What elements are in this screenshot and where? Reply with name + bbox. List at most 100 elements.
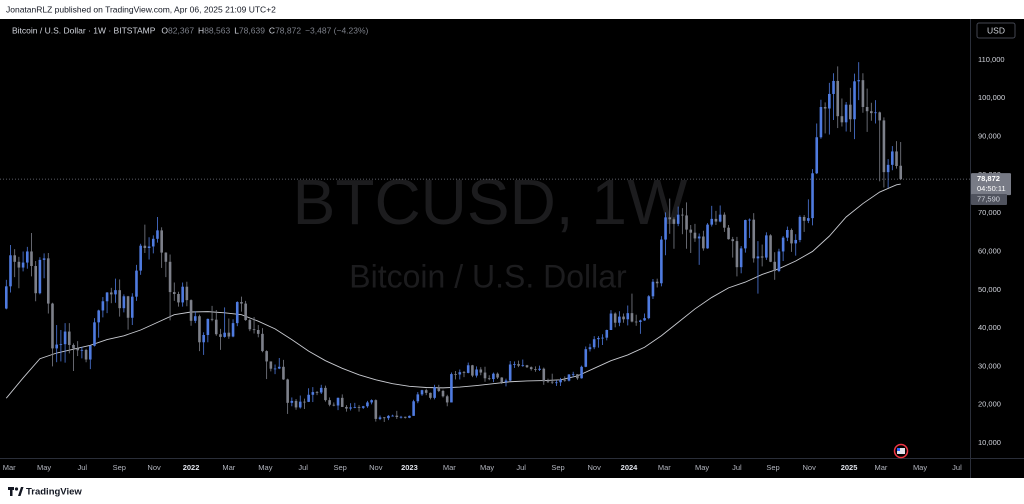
candle-body xyxy=(357,407,361,408)
candle-body xyxy=(836,80,840,117)
candle-body xyxy=(298,401,302,408)
candle-body xyxy=(51,303,54,349)
candle-body xyxy=(223,332,226,337)
event-icon[interactable] xyxy=(893,443,909,459)
candle-body xyxy=(324,387,327,401)
candle-body xyxy=(483,372,487,379)
candle-body xyxy=(93,322,96,346)
candle-body xyxy=(769,235,772,262)
candle-body xyxy=(80,349,84,351)
candle-body xyxy=(702,236,705,249)
candle-body xyxy=(815,137,819,174)
x-tick-label: Jul xyxy=(516,463,526,472)
candle-body xyxy=(151,238,155,247)
x-tick-label: Sep xyxy=(333,463,346,472)
logo-part xyxy=(14,487,19,491)
x-tick-label: Jul xyxy=(732,463,742,472)
candle-body xyxy=(361,406,365,408)
candle-body xyxy=(185,286,189,301)
candle-body xyxy=(370,400,373,403)
candle-body xyxy=(429,392,432,398)
candle-body xyxy=(786,229,789,238)
candle-body xyxy=(17,261,21,268)
candle-body xyxy=(21,262,25,268)
candle-body xyxy=(773,261,777,271)
candle-body xyxy=(592,339,596,348)
candle-body xyxy=(265,351,268,362)
candle-body xyxy=(853,81,856,120)
candle-body xyxy=(613,313,617,323)
event-icon-canton[interactable] xyxy=(897,448,900,451)
currency-label[interactable]: USD xyxy=(987,25,1005,35)
candle-body xyxy=(471,365,474,376)
y-tick-label: 70,000 xyxy=(978,208,1001,217)
y-tick-label: 30,000 xyxy=(978,361,1001,370)
candle-body xyxy=(504,380,508,383)
ohlc-value: 78,872 xyxy=(275,25,301,35)
candle-body xyxy=(807,218,810,221)
candle-body xyxy=(882,120,886,173)
candle-body xyxy=(67,331,71,345)
candle-body xyxy=(886,164,890,173)
plot-area xyxy=(0,62,970,422)
candle-body xyxy=(420,390,424,395)
candle-body xyxy=(109,292,113,295)
candle-body xyxy=(878,112,882,121)
ohlc-legend: O 82,367 H 88,563 L 78,639 C 78,872 −3,487 (−4.2… xyxy=(161,25,368,35)
x-tick-label: Nov xyxy=(588,463,602,472)
candle-body xyxy=(231,323,235,337)
candle-body xyxy=(714,218,718,222)
candle-body xyxy=(227,332,231,337)
candle-body xyxy=(685,215,688,230)
candle-body xyxy=(97,310,100,323)
candle-body xyxy=(584,349,588,367)
price-change: −3,487 (−4.23%) xyxy=(305,25,368,35)
candle-body xyxy=(277,366,281,369)
candle-body xyxy=(105,292,109,302)
candle-body xyxy=(811,173,814,219)
currency-button[interactable] xyxy=(976,22,1016,39)
candle-body xyxy=(689,229,693,233)
x-tick-label: May xyxy=(480,463,494,472)
candle-body xyxy=(118,290,121,309)
candle-body xyxy=(731,239,735,242)
x-tick-label: Sep xyxy=(113,463,126,472)
candle-body xyxy=(823,106,827,109)
candle-body xyxy=(202,334,205,343)
x-tick-label: Mar xyxy=(443,463,456,472)
candle-body xyxy=(462,372,466,373)
candle-body xyxy=(798,216,802,240)
x-tick-label: Mar xyxy=(222,463,235,472)
candle-body xyxy=(588,347,592,350)
candle-body xyxy=(748,219,751,221)
candle-body xyxy=(496,373,499,378)
candle-body xyxy=(639,320,642,322)
candle-body xyxy=(345,406,348,409)
y-tick-label: 20,000 xyxy=(978,400,1001,409)
candle-body xyxy=(739,248,743,268)
ohlc-key: L xyxy=(234,25,239,35)
candle-body xyxy=(240,302,243,304)
candle-body xyxy=(340,397,344,407)
candle-body xyxy=(382,417,386,419)
candle-body xyxy=(576,374,579,379)
event-icon-flag[interactable] xyxy=(897,448,905,454)
candle-body xyxy=(626,313,630,320)
candle-body xyxy=(214,319,218,335)
x-tick-label: May xyxy=(258,463,272,472)
candle-body xyxy=(156,230,159,239)
candle-body xyxy=(454,374,457,375)
candle-body xyxy=(597,338,600,340)
candle-body xyxy=(164,252,168,262)
candle-body xyxy=(710,218,714,225)
candle-body xyxy=(508,364,512,381)
y-tick-label: 110,000 xyxy=(978,55,1005,64)
candle-body xyxy=(634,321,638,323)
candle-body xyxy=(189,300,193,321)
candle-body xyxy=(450,374,453,403)
candle-body xyxy=(311,392,315,395)
candle-body xyxy=(412,401,415,416)
candle-body xyxy=(38,259,42,294)
candle-body xyxy=(336,397,340,406)
candle-body xyxy=(546,381,550,383)
